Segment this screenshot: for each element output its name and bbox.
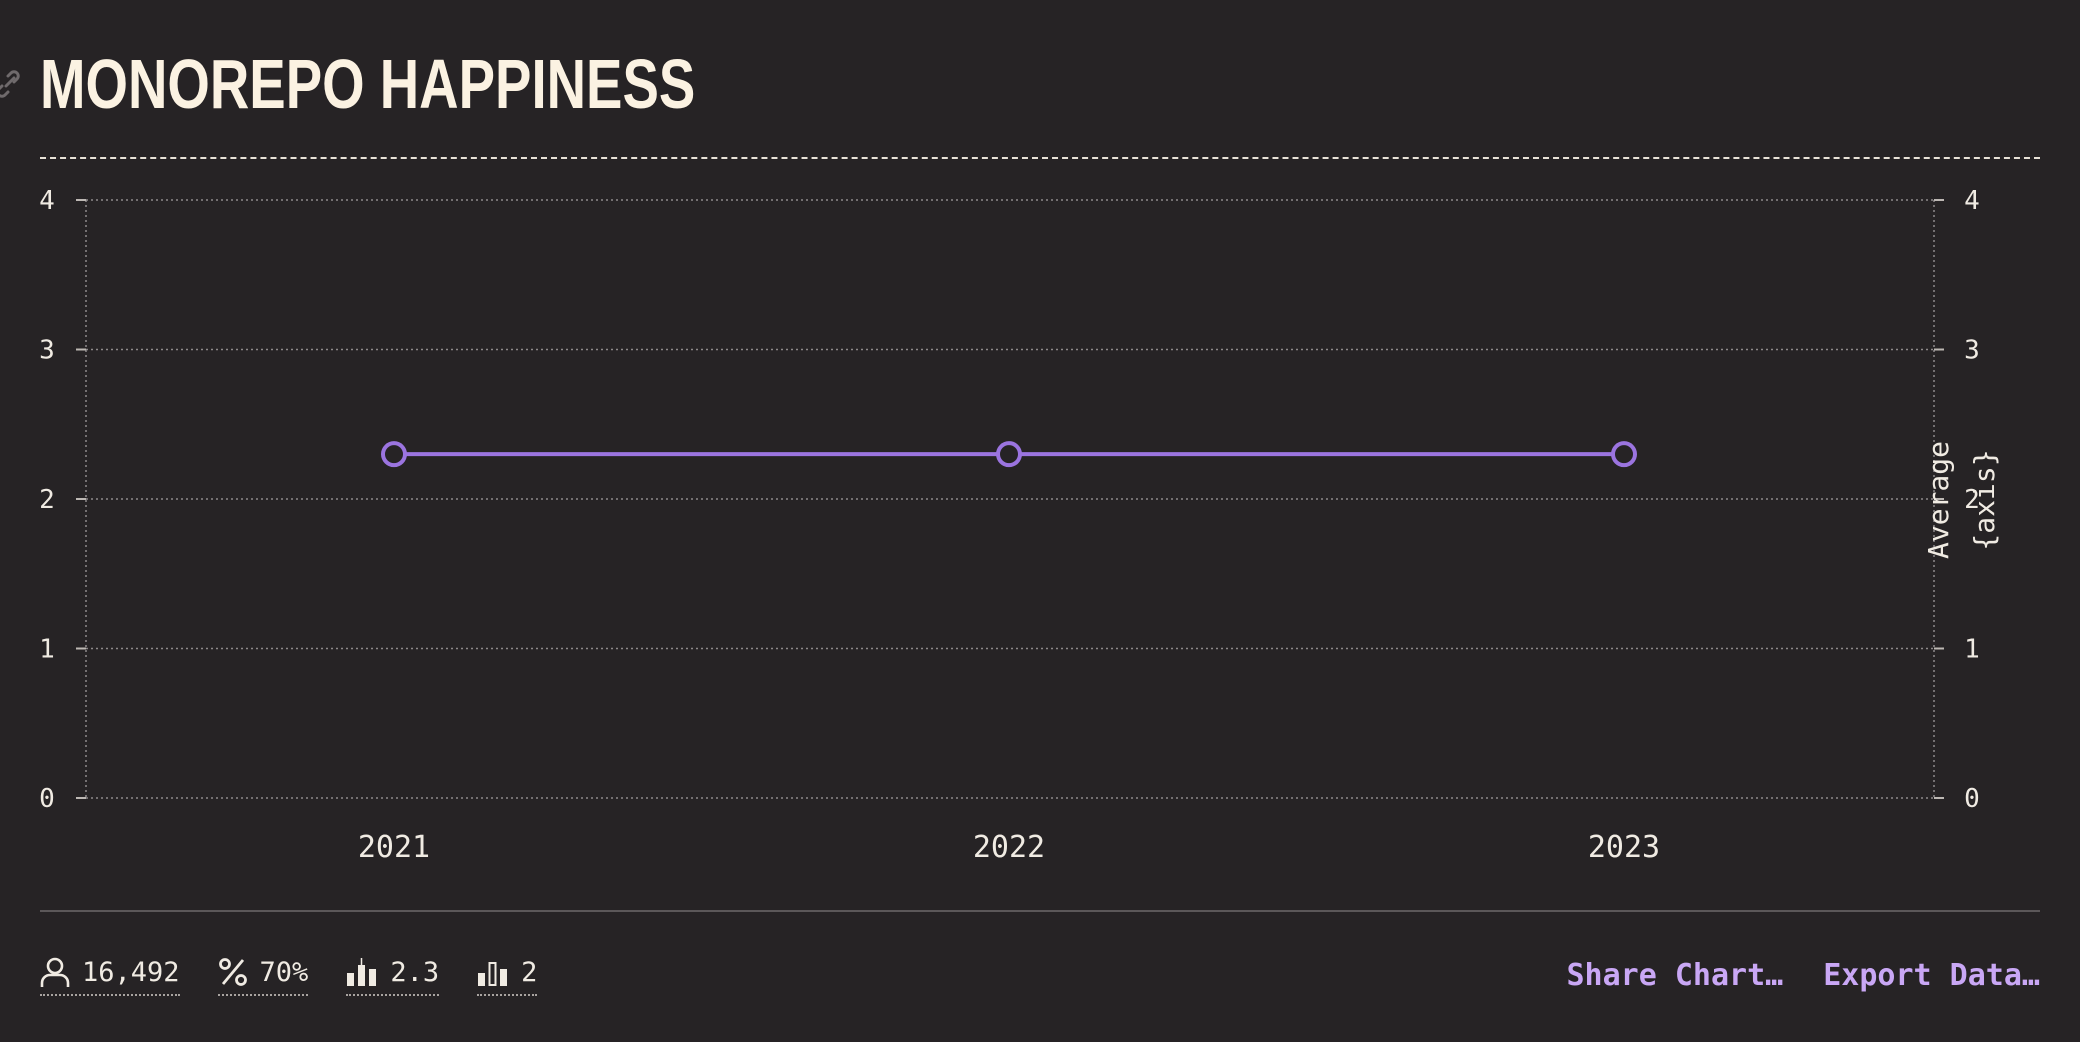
y-tick-label-right: 2 [1964, 485, 1980, 515]
respondents-value: 16,492 [82, 956, 180, 988]
data-point [381, 441, 407, 468]
x-tick-label: 2021 [358, 830, 430, 865]
percentage-value: 70% [259, 956, 309, 988]
link-icon[interactable] [0, 70, 22, 98]
y-tick-label-right: 3 [1964, 336, 1980, 366]
y-axis-right: 0 1 2 3 4 [1964, 186, 1980, 814]
x-tick-label: 2023 [1588, 830, 1660, 865]
y-tick-label-left: 4 [39, 186, 55, 216]
percentage-stat[interactable]: 70% [217, 956, 309, 996]
average-stat[interactable]: 2.3 [346, 956, 440, 996]
share-chart-button[interactable]: Share Chart… [1566, 958, 1784, 993]
y-tick-label-left: 3 [39, 336, 55, 366]
y-tick-label-right: 0 [1964, 784, 1980, 814]
y-axis-title-group: Average {axis} [1922, 441, 2001, 559]
chart-actions: Share Chart… Export Data… [1567, 958, 2041, 993]
y-tick-label-left: 1 [39, 635, 55, 665]
x-axis: 2021 2022 2023 [358, 830, 1660, 865]
stats-bar: 16,492 70% 2.3 2 [40, 956, 538, 996]
y-axis-left: 0 1 2 3 4 [39, 186, 55, 814]
average-value: 2.3 [390, 956, 440, 988]
median-stat[interactable]: 2 [477, 956, 538, 996]
respondents-stat[interactable]: 16,492 [40, 956, 180, 996]
y-axis-title: Average {axis} [1922, 441, 2001, 559]
y-tick-label-left: 2 [39, 485, 55, 515]
footer-divider [40, 910, 2040, 912]
export-data-button[interactable]: Export Data… [1823, 958, 2040, 993]
y-tick-label-right: 1 [1964, 635, 1980, 665]
y-tick-label-right: 4 [1964, 186, 1980, 216]
data-point [996, 441, 1022, 468]
percent-icon [218, 958, 247, 986]
person-icon [40, 957, 70, 987]
y-axis-title-line1: Average [1922, 441, 1955, 559]
bar-median-icon [478, 962, 508, 986]
chart-series [381, 441, 1637, 468]
y-axis-title-line2: {axis} [1968, 449, 2001, 550]
data-point [1611, 441, 1637, 468]
y-tick-label-left: 0 [39, 784, 55, 814]
bar-average-icon [347, 958, 377, 986]
median-value: 2 [521, 956, 538, 988]
title-divider [40, 157, 2040, 159]
page-title: MONOREPO HAPPINESS [40, 45, 696, 123]
x-tick-label: 2022 [973, 830, 1045, 865]
line-chart: 0 1 2 3 4 0 1 2 3 4 2021 2022 2023 Average {axis} [39, 186, 2001, 865]
chart-grid [76, 199, 1944, 799]
